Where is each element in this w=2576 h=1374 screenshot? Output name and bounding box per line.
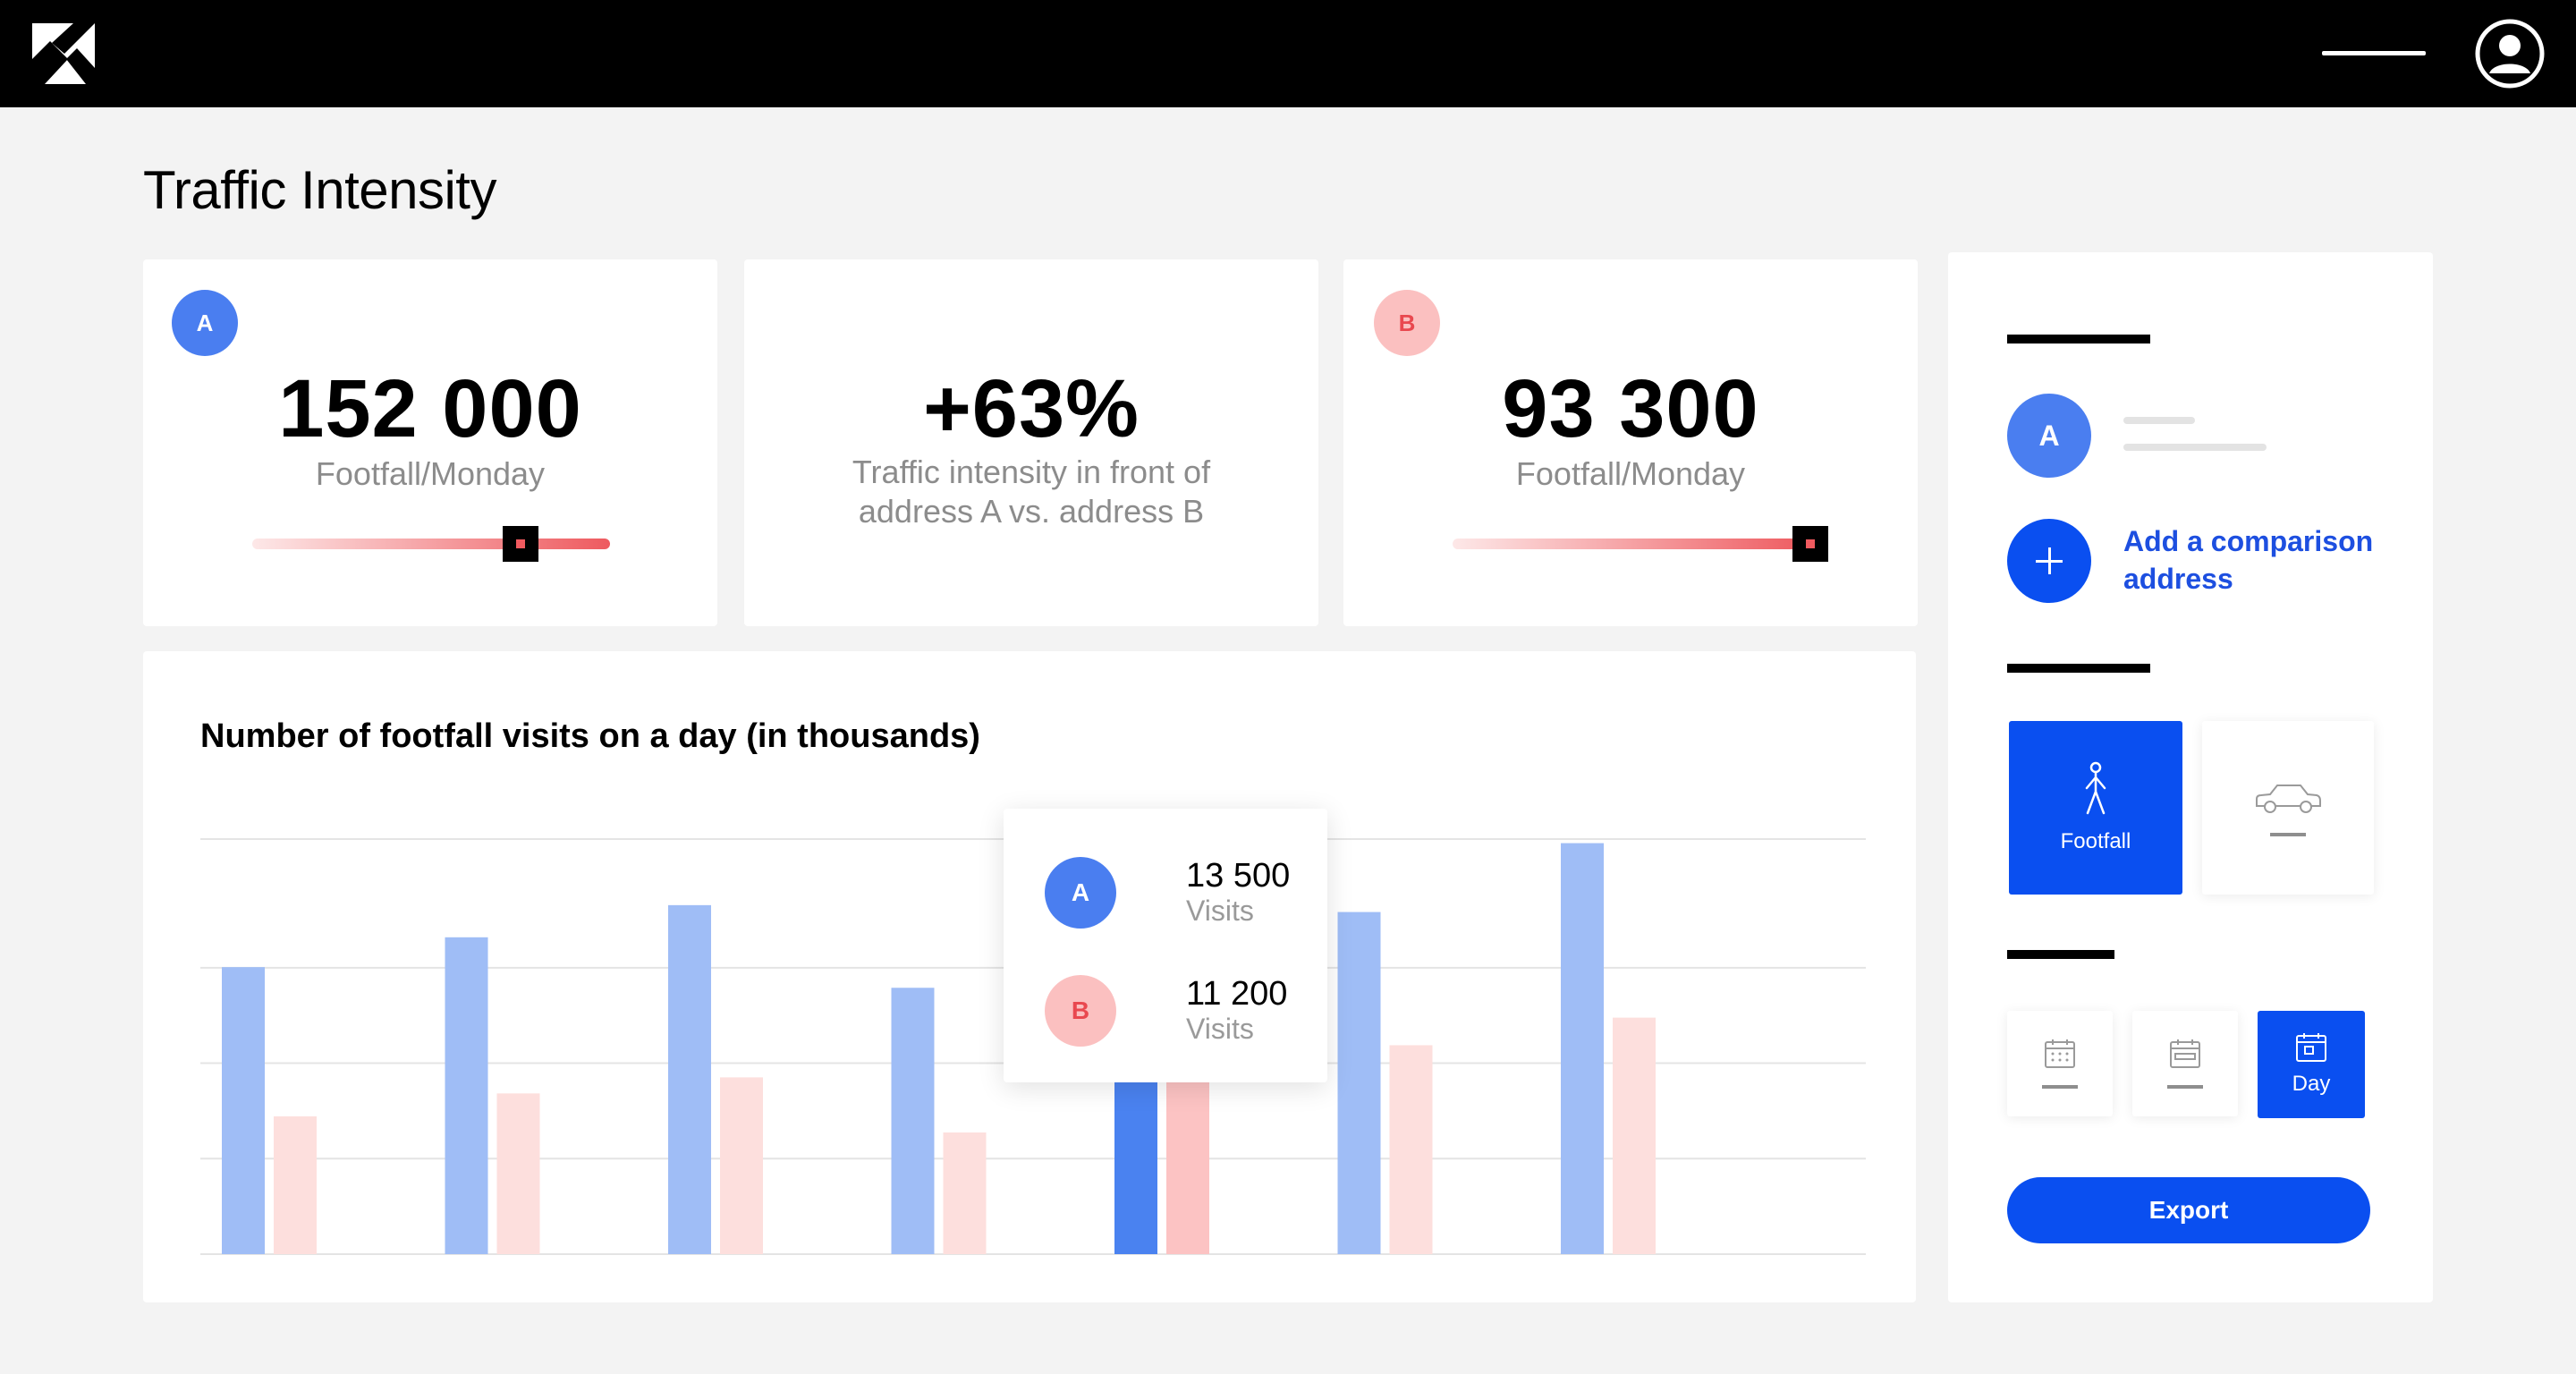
period-month-label-placeholder <box>2042 1085 2078 1089</box>
export-button[interactable]: Export <box>2007 1177 2370 1243</box>
tooltip-value-b: 11 200 <box>1186 975 1288 1013</box>
bar-b-6[interactable] <box>1613 1017 1656 1254</box>
footfall-label-b: Footfall/Monday <box>1515 455 1746 492</box>
footfall-value-a: 152 000 <box>278 363 582 454</box>
tooltip-badge-a: A <box>1045 857 1116 929</box>
intensity-slider-b[interactable] <box>1453 526 1828 682</box>
kpi-card-address-a: A 152 000 Footfall/Monday <box>143 259 717 626</box>
mode-car-label-placeholder <box>2270 833 2306 836</box>
tooltip-row-b: B 11 200 Visits <box>1045 975 1313 1047</box>
bar-b-0[interactable] <box>274 1116 317 1254</box>
bar-a-6[interactable] <box>1561 843 1604 1254</box>
bar-b-1[interactable] <box>496 1093 540 1254</box>
tooltip-value-a: 13 500 <box>1186 857 1291 895</box>
bar-a-2[interactable] <box>668 904 711 1254</box>
section-heading-placeholder <box>2007 950 2114 959</box>
slider-track <box>1453 539 1810 549</box>
chart-title: Number of footfall visits on a day (in t… <box>200 717 980 755</box>
chart-tooltip: A 13 500 Visits B 11 200 Visits <box>1004 809 1327 1082</box>
menu-icon[interactable] <box>2322 51 2426 55</box>
address-a-selector[interactable]: A <box>2007 394 2091 478</box>
period-week-button[interactable] <box>2132 1011 2238 1116</box>
slider-track <box>252 539 610 549</box>
section-heading-placeholder <box>2007 664 2150 673</box>
address-placeholder-line <box>2123 417 2195 424</box>
calendar-month-icon <box>2045 1039 2075 1068</box>
pedestrian-icon <box>2085 761 2106 815</box>
page-title: Traffic Intensity <box>143 160 496 220</box>
mode-car-button[interactable] <box>2202 721 2374 895</box>
user-account-icon[interactable] <box>2474 18 2546 89</box>
bar-a-5[interactable] <box>1337 912 1381 1254</box>
slider-thumb[interactable] <box>503 526 538 562</box>
intensity-slider-a[interactable] <box>252 526 610 682</box>
kpi-card-address-b: B 93 300 Footfall/Monday <box>1343 259 1918 626</box>
add-comparison-link[interactable]: Add a comparison address <box>2123 525 2374 595</box>
calendar-day-icon <box>2296 1033 2326 1062</box>
calendar-week-icon <box>2170 1039 2200 1068</box>
comparison-value: +63% <box>923 363 1140 454</box>
bar-a-1[interactable] <box>445 937 488 1254</box>
tooltip-badge-b: B <box>1045 975 1116 1047</box>
period-week-label-placeholder <box>2167 1085 2203 1089</box>
footfall-value-b: 93 300 <box>1502 363 1759 454</box>
footfall-chart-card: Number of footfall visits on a day (in t… <box>143 651 1916 1302</box>
section-heading-placeholder <box>2007 335 2150 344</box>
bar-b-3[interactable] <box>943 1132 987 1254</box>
mode-footfall-button[interactable]: Footfall <box>2009 721 2182 895</box>
footfall-label-a: Footfall/Monday <box>315 455 546 492</box>
tooltip-row-a: A 13 500 Visits <box>1045 857 1313 929</box>
footfall-bar-chart <box>200 838 1866 1255</box>
settings-panel: A Add a comparison address Footfall <box>1948 252 2433 1302</box>
period-day-label: Day <box>2292 1072 2331 1096</box>
k-logo-icon[interactable] <box>32 23 95 84</box>
period-day-button[interactable]: Day <box>2258 1011 2365 1118</box>
kpi-card-comparison: +63% Traffic intensity in front of addre… <box>744 259 1318 626</box>
plus-icon <box>2036 547 2063 574</box>
bar-b-5[interactable] <box>1389 1045 1433 1254</box>
tooltip-label-a: Visits <box>1186 895 1254 927</box>
bar-a-0[interactable] <box>222 967 265 1254</box>
address-placeholder-line <box>2123 444 2267 451</box>
bar-b-2[interactable] <box>720 1077 763 1254</box>
address-a-badge: A <box>172 290 238 356</box>
bar-a-3[interactable] <box>891 988 935 1254</box>
slider-thumb[interactable] <box>1792 526 1828 562</box>
comparison-label: Traffic intensity in front of address A … <box>852 454 1211 530</box>
mode-footfall-label: Footfall <box>2060 829 2131 853</box>
top-bar <box>0 0 2576 107</box>
period-month-button[interactable] <box>2007 1011 2113 1116</box>
address-b-badge: B <box>1374 290 1440 356</box>
tooltip-label-b: Visits <box>1186 1013 1254 1045</box>
add-comparison-button[interactable] <box>2007 519 2091 603</box>
car-icon <box>2256 785 2321 813</box>
